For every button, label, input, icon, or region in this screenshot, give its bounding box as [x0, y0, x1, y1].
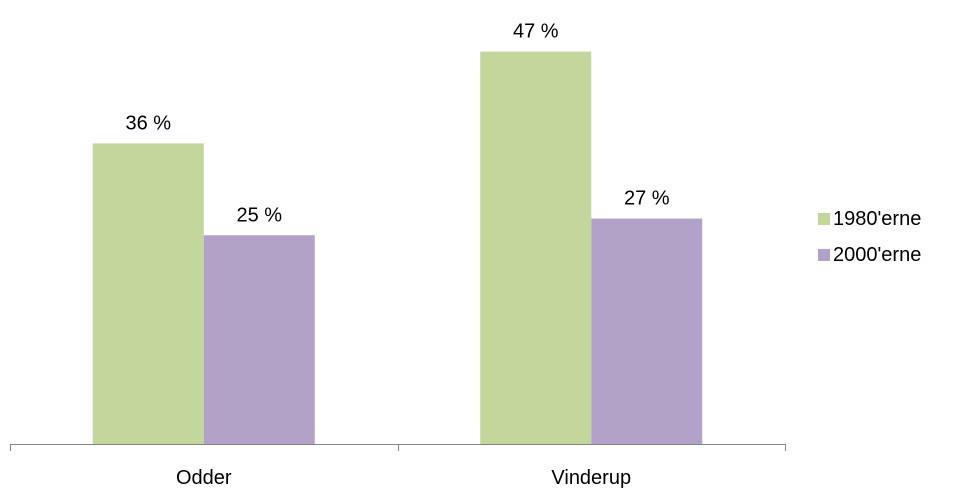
x-tick-label-odder: Odder: [176, 467, 232, 489]
legend-label-series-2: 2000'erne: [833, 243, 922, 266]
legend-swatch-series-2: [818, 249, 830, 261]
legend-item-series-2: 2000'erne: [818, 244, 921, 266]
data-label-vinderup-series-1: 47 %: [513, 21, 559, 43]
bars-group: [92, 51, 703, 445]
legend: 1980'erne 2000'erne: [818, 208, 921, 280]
bar-odder-series-2: [203, 235, 315, 444]
bar-odder-series-1: [92, 143, 204, 444]
data-label-odder-series-1: 36 %: [125, 112, 171, 134]
x-tick-label-vinderup: Vinderup: [551, 467, 631, 489]
data-label-vinderup-series-2: 27 %: [624, 188, 670, 210]
x-axis: Odder Vinderup: [10, 444, 786, 489]
legend-item-series-1: 1980'erne: [818, 208, 921, 230]
bar-vinderup-series-2: [591, 218, 703, 444]
bar-vinderup-series-1: [480, 51, 592, 445]
legend-label-series-1: 1980'erne: [833, 207, 922, 230]
data-label-odder-series-2: 25 %: [236, 204, 282, 226]
legend-swatch-series-1: [818, 213, 830, 225]
data-labels-group: 36 % 25 % 47 % 27 %: [125, 21, 669, 227]
